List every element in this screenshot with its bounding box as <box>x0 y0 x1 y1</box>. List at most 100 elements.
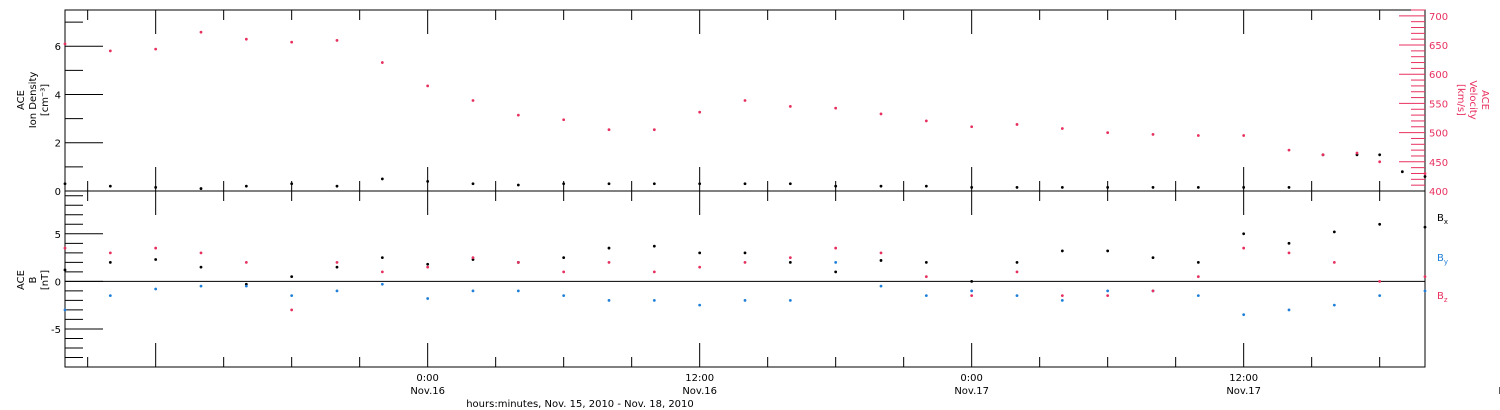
bz-point <box>1196 275 1200 279</box>
top-left-tick-label: 4 <box>55 90 61 101</box>
top-right-tick-label: 500 <box>1429 129 1448 140</box>
velocity-point <box>1321 153 1325 157</box>
by-point <box>743 299 747 302</box>
velocity-point <box>1423 172 1427 175</box>
bz-point <box>607 260 611 264</box>
bz-point <box>63 246 67 250</box>
top-right-tick-label: 700 <box>1429 12 1448 23</box>
bx-point <box>607 246 611 250</box>
top-left-tick-label: 2 <box>55 139 61 150</box>
by-point <box>924 294 928 298</box>
by-point <box>244 284 248 288</box>
bz-point <box>516 260 520 264</box>
bottom-left-axis: -5 0 5 <box>51 195 103 368</box>
x-tick-date: Nov.16 <box>410 386 445 397</box>
bz-point <box>924 275 928 279</box>
top-right-tick-label: 450 <box>1429 158 1448 169</box>
bz-point <box>1106 294 1110 298</box>
velocity-point <box>335 38 339 42</box>
by-point <box>199 284 203 288</box>
legend: Bx By Bz <box>1437 213 1448 304</box>
bx-point <box>380 256 384 259</box>
top-right-label-3: [km/s] <box>1455 84 1466 116</box>
bottom-left-label-1: ACE <box>16 270 27 290</box>
bz-point <box>108 251 112 255</box>
top-left-tick-label: 0 <box>55 187 61 198</box>
velocity-point <box>652 128 656 132</box>
bx-point <box>1151 256 1155 259</box>
ion-density-point <box>743 182 747 186</box>
bx-point <box>698 251 702 255</box>
bz-point <box>1015 270 1019 274</box>
bx-point <box>1106 249 1110 253</box>
bz-point <box>652 270 656 274</box>
velocity-point <box>743 99 747 102</box>
top-left-axis: 0 2 4 6 <box>55 21 103 198</box>
by-point <box>879 284 883 288</box>
ion-density-point <box>1423 175 1427 178</box>
bottom-panel: -5 0 5 ACE B [nT] Bx By Bz <box>16 190 1448 368</box>
by-point <box>1015 294 1019 298</box>
velocity-point <box>244 37 248 41</box>
ion-density-point <box>1060 185 1064 189</box>
x-axis-title: hours:minutes, Nov. 15, 2010 - Nov. 18, … <box>466 399 694 410</box>
bz-point <box>290 308 294 312</box>
ion-density-point <box>244 184 248 188</box>
by-point <box>380 282 384 286</box>
velocity-point <box>380 61 384 64</box>
bx-point <box>63 268 67 272</box>
x-tick-time: 0:00 <box>416 373 438 384</box>
velocity-point <box>154 47 158 51</box>
bottom-left-tick-label: -5 <box>51 325 61 336</box>
by-point <box>1378 294 1382 298</box>
x-axis: 0:00 Nov.16 12:00 Nov.16 0:00 Nov.17 12:00 Nov.… <box>87 10 1500 397</box>
by-point <box>1196 294 1200 298</box>
by-point <box>970 289 974 293</box>
by-point <box>516 289 520 293</box>
bz-point <box>970 294 974 298</box>
top-left-tick-label: 6 <box>55 42 61 53</box>
by-point <box>652 299 656 302</box>
by-point <box>1423 289 1427 293</box>
bz-point <box>1332 260 1336 264</box>
by-point <box>834 260 838 264</box>
velocity-point <box>199 30 203 34</box>
top-panel: 0 2 4 6 400 450 500 550 600 650 700 ACE Ion Densi… <box>16 9 1490 198</box>
by-point <box>63 308 67 312</box>
by-point <box>290 294 294 298</box>
bx-point <box>970 279 974 283</box>
by-point <box>1060 299 1064 302</box>
bz-point <box>244 260 248 264</box>
top-right-axis: 400 450 500 550 600 650 700 <box>1399 9 1448 198</box>
top-left-label-2: Ion Density <box>28 72 39 129</box>
ion-density-point <box>1287 185 1291 189</box>
bz-point <box>471 256 475 259</box>
velocity-point <box>1015 123 1019 126</box>
ion-density-point <box>380 177 384 181</box>
ion-density-point <box>924 184 928 188</box>
by-point <box>335 289 339 293</box>
top-right-label-1: ACE <box>1479 90 1490 110</box>
by-point <box>607 299 611 302</box>
legend-bx: Bx <box>1437 213 1448 226</box>
bz-point <box>1151 289 1155 293</box>
by-point <box>471 289 475 293</box>
bx-point <box>834 270 838 274</box>
velocity-point <box>788 104 792 108</box>
bz-point <box>154 246 158 250</box>
bx-point <box>1332 230 1336 234</box>
bottom-left-label-3: [nT] <box>40 270 51 290</box>
bz-point <box>1287 251 1291 255</box>
by-point <box>426 297 430 300</box>
bx-point <box>652 244 656 248</box>
bx-point <box>1287 241 1291 245</box>
bz-point <box>879 251 883 255</box>
velocity-point <box>1242 134 1246 137</box>
ion-density-point <box>1151 185 1155 189</box>
bx-point <box>426 262 430 266</box>
ion-density-point <box>1378 153 1382 157</box>
bz-point <box>426 265 430 269</box>
top-right-tick-label: 400 <box>1429 187 1448 198</box>
velocity-point <box>924 119 928 123</box>
